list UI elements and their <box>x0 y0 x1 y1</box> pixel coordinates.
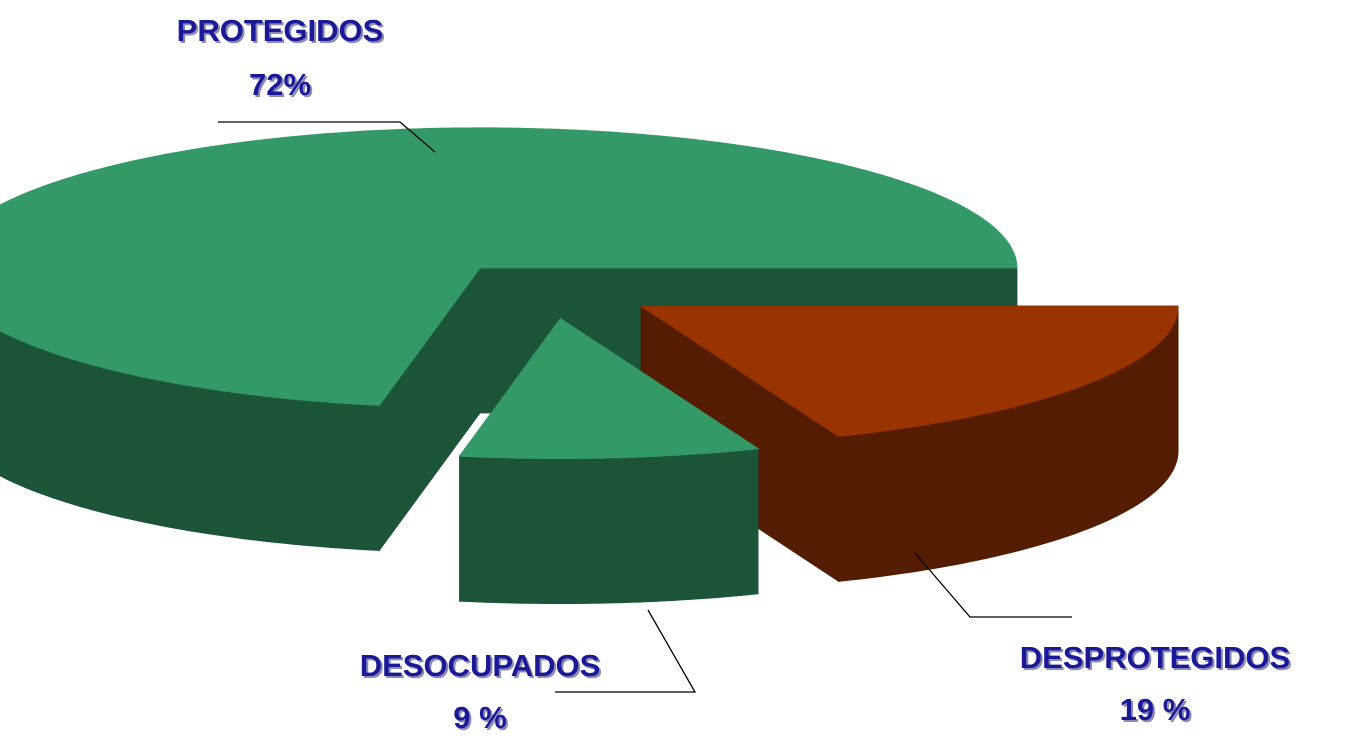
slice-value: 72% <box>249 67 311 102</box>
leader-line <box>218 121 436 153</box>
leader-line <box>555 609 697 693</box>
slice-wall <box>459 448 759 604</box>
slice-value: 19 % <box>1120 692 1191 727</box>
slice-top <box>458 317 760 459</box>
slice-label: DESOCUPADOS <box>360 648 601 683</box>
slice-top <box>639 305 1179 437</box>
slice-top <box>0 127 1018 406</box>
leader-line <box>914 552 1072 618</box>
slice-label: PROTEGIDOS <box>177 13 384 48</box>
pie <box>0 127 1179 604</box>
slice-label: DESPROTEGIDOS <box>1020 640 1290 675</box>
slice-value: 9 % <box>453 700 506 735</box>
